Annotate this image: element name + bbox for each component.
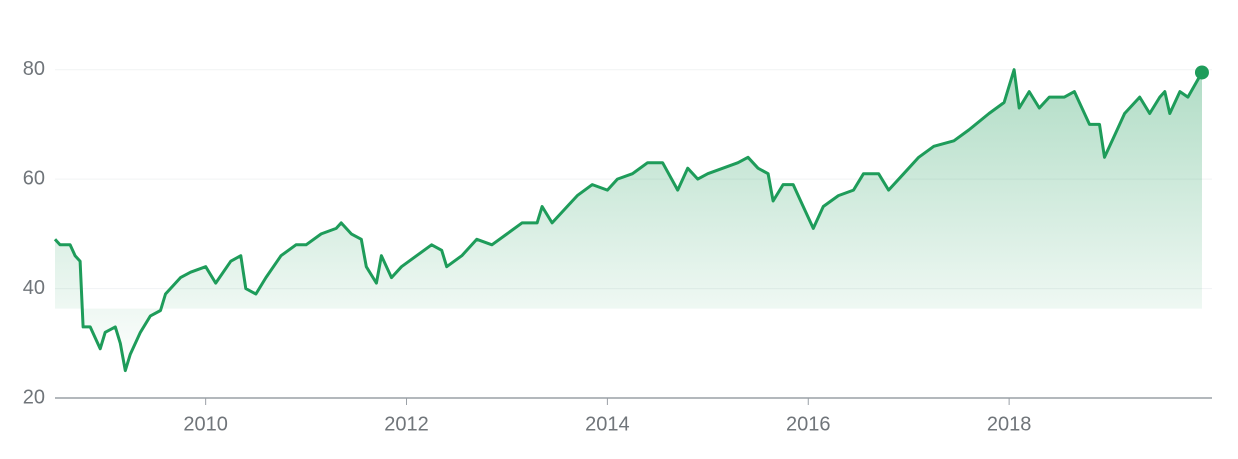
y-tick-label: 20 (23, 386, 45, 408)
line (53, 68, 1204, 373)
y-tick-label: 40 (23, 277, 45, 299)
last-point (1194, 65, 1209, 80)
y-tick-label: 60 (23, 167, 45, 189)
x-tick-label: 2018 (987, 413, 1032, 435)
area (55, 69, 1202, 371)
x-tick-label: 2012 (384, 413, 429, 435)
x-tick-label: 2010 (183, 413, 228, 435)
y-tick-label: 80 (23, 58, 45, 80)
x-tick-label: 2016 (786, 413, 831, 435)
x-tick-label: 2014 (585, 413, 630, 435)
